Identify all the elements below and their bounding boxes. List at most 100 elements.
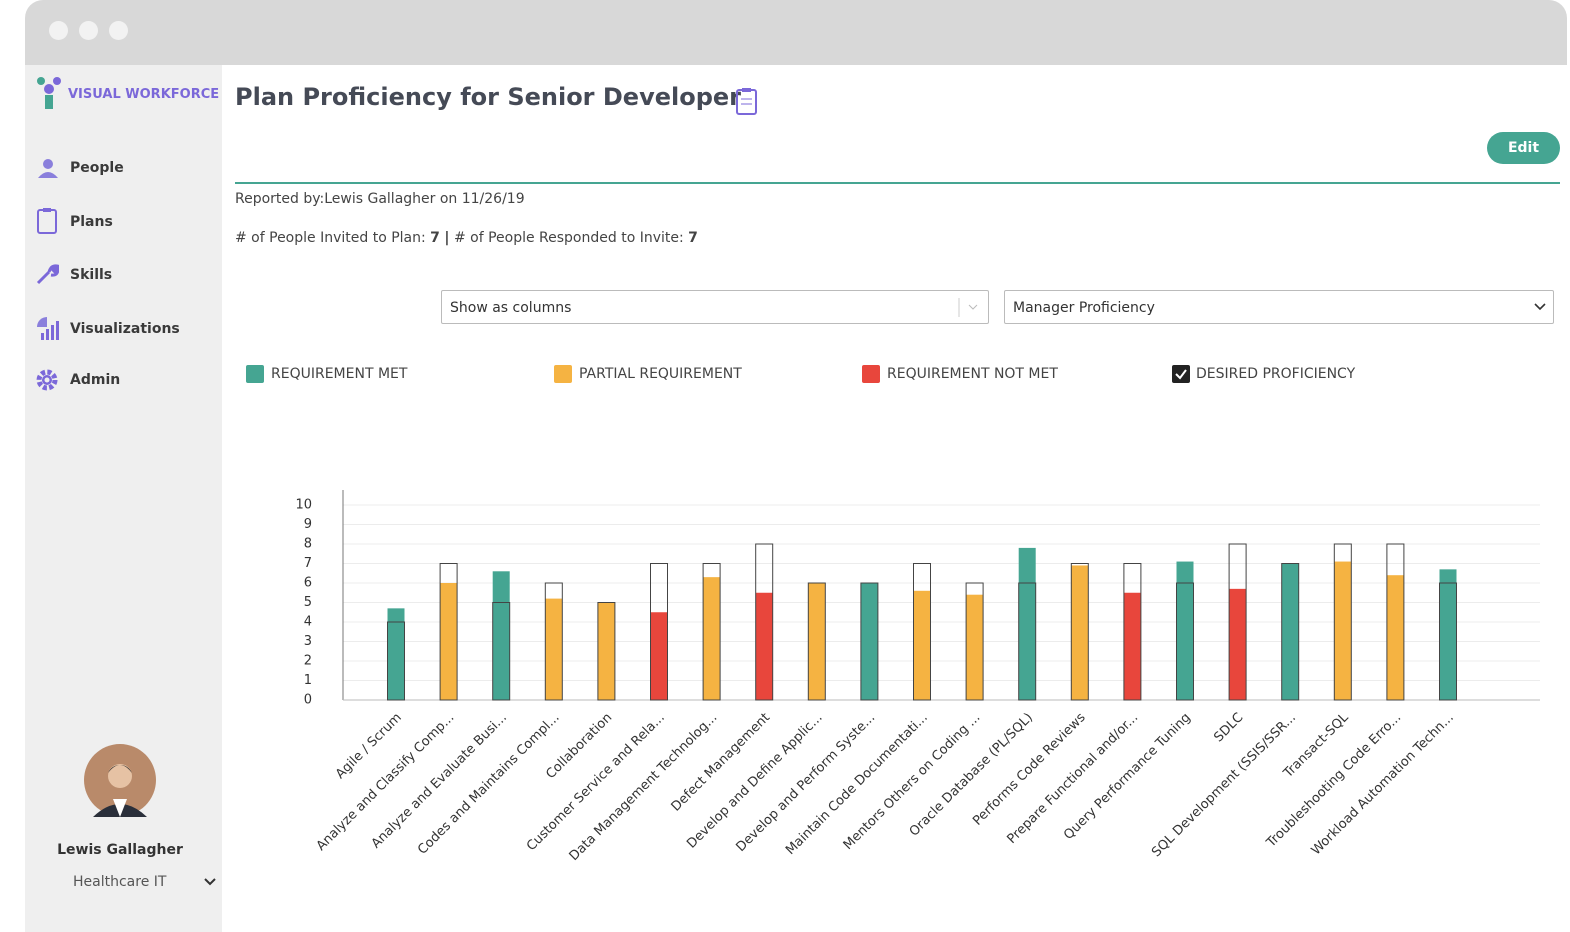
checkmark xyxy=(1175,369,1187,380)
bar xyxy=(1176,561,1194,700)
reported-by: Reported by:Lewis Gallagher on 11/26/19 xyxy=(235,191,525,207)
y-tick-label: 6 xyxy=(304,576,312,591)
desired-marker xyxy=(544,582,563,701)
bar xyxy=(545,598,563,700)
responded-count: 7 xyxy=(688,230,698,246)
desired-marker xyxy=(702,563,721,701)
user-name: Lewis Gallagher xyxy=(57,842,183,858)
desired-marker xyxy=(1018,582,1037,701)
bar xyxy=(650,612,668,700)
y-tick-label: 1 xyxy=(304,673,312,688)
bar xyxy=(1018,547,1036,700)
invited-label: # of People Invited to Plan: xyxy=(235,230,426,246)
view-select[interactable]: Show as columns xyxy=(441,290,989,324)
skills-icon xyxy=(36,264,59,285)
bar xyxy=(440,583,458,700)
nav-item[interactable]: Skills xyxy=(70,267,113,283)
desired-checkbox[interactable] xyxy=(1172,365,1190,383)
nav-item[interactable]: Visualizations xyxy=(70,321,180,337)
brand-name: VISUAL WORKFORCE xyxy=(68,87,220,102)
bar xyxy=(1334,561,1352,700)
legend-swatch xyxy=(246,365,264,383)
desired-marker xyxy=(1333,543,1352,701)
plan-icon xyxy=(736,88,757,115)
separator: | xyxy=(444,230,450,246)
view-select-value: Show as columns xyxy=(450,300,572,316)
view-select-arrow xyxy=(958,298,978,317)
window-dot xyxy=(109,21,128,40)
desired-marker xyxy=(1070,563,1089,701)
y-tick-label: 10 xyxy=(295,498,312,513)
legend-swatch xyxy=(554,365,572,383)
desired-marker xyxy=(650,563,668,701)
bar xyxy=(755,592,773,700)
legend-label: DESIRED PROFICIENCY xyxy=(1196,366,1356,382)
bar xyxy=(966,594,984,700)
bar xyxy=(1229,588,1247,700)
bar xyxy=(597,602,615,700)
page-title: Plan Proficiency for Senior Developer xyxy=(235,83,742,111)
window-dot xyxy=(49,21,68,40)
y-tick-label: 9 xyxy=(304,517,312,532)
nav-item[interactable]: Admin xyxy=(70,372,121,388)
plans-icon xyxy=(37,208,57,234)
window-dot xyxy=(79,21,98,40)
y-tick-label: 4 xyxy=(304,615,312,630)
measure-select-arrow xyxy=(1534,303,1546,311)
bar xyxy=(387,608,405,700)
nav-item[interactable]: Plans xyxy=(70,214,113,230)
sidebar: VISUAL WORKFORCE People Plans Skills Vis… xyxy=(25,65,222,932)
responded-label: # of People Responded to Invite: xyxy=(453,230,684,246)
bar xyxy=(860,583,878,700)
x-tick-label: SDLC xyxy=(1211,710,1246,745)
header-divider xyxy=(235,182,1560,184)
user-org[interactable]: Healthcare IT xyxy=(73,874,167,890)
invited-count: 7 xyxy=(430,230,440,246)
y-tick-label: 5 xyxy=(304,595,312,610)
bar xyxy=(1386,575,1404,700)
legend-label: REQUIREMENT NOT MET xyxy=(887,366,1058,382)
bar xyxy=(913,590,931,700)
org-dropdown-arrow[interactable] xyxy=(203,877,217,887)
legend-swatch xyxy=(862,365,880,383)
legend-label: REQUIREMENT MET xyxy=(271,366,408,382)
desired-marker xyxy=(387,621,405,701)
desired-marker xyxy=(913,563,931,701)
desired-marker xyxy=(1228,543,1247,701)
window: VISUAL WORKFORCE People Plans Skills Vis… xyxy=(25,0,1567,932)
bar xyxy=(1281,563,1299,700)
y-tick-label: 0 xyxy=(304,693,312,708)
desired-marker xyxy=(1439,582,1457,701)
brand-logo xyxy=(37,77,61,109)
y-tick-label: 2 xyxy=(304,654,312,669)
avatar xyxy=(84,744,156,817)
admin-icon xyxy=(36,369,58,391)
bar xyxy=(492,571,510,700)
measure-select[interactable]: Manager Proficiency xyxy=(1004,290,1554,324)
desired-marker xyxy=(439,563,458,701)
desired-marker xyxy=(1386,543,1405,701)
y-tick-label: 3 xyxy=(304,634,312,649)
edit-button[interactable]: Edit xyxy=(1487,132,1560,164)
y-tick-label: 8 xyxy=(304,537,312,552)
bar xyxy=(1123,592,1141,700)
bar xyxy=(808,583,826,700)
y-tick-label: 7 xyxy=(304,556,312,571)
desired-marker xyxy=(597,602,616,701)
legend-label: PARTIAL REQUIREMENT xyxy=(579,366,742,382)
title-bar xyxy=(25,0,1567,65)
desired-marker xyxy=(965,582,984,701)
desired-marker xyxy=(1123,563,1142,701)
nav-item[interactable]: People xyxy=(70,160,124,176)
measure-select-value: Manager Proficiency xyxy=(1013,300,1155,316)
x-tick-label: Defect Management xyxy=(669,710,773,814)
desired-marker xyxy=(755,543,774,701)
people-icon xyxy=(38,159,58,178)
desired-marker xyxy=(860,582,879,701)
bar xyxy=(1071,565,1089,700)
desired-marker xyxy=(492,602,511,701)
bar xyxy=(1439,569,1457,700)
